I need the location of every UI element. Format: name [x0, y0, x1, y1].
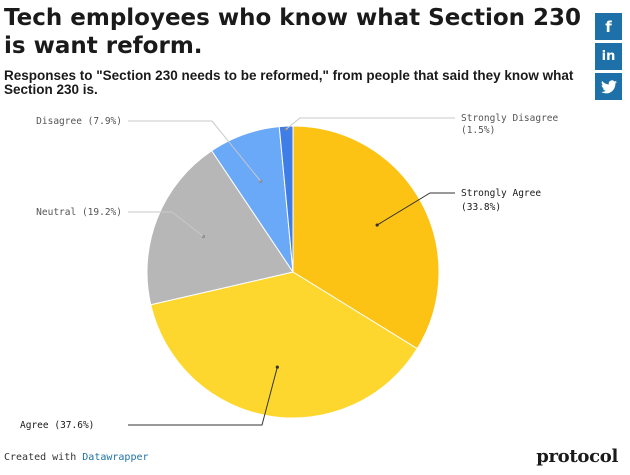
slice-neutral [146, 150, 294, 306]
twitter-bird-icon [600, 79, 617, 93]
label-neutral-name: Neutral [36, 207, 76, 218]
label-agree-name: Agree [20, 420, 49, 431]
slice-strongly-disagree [278, 125, 294, 273]
slice-agree-leader-line [128, 366, 278, 426]
slice-strongly-disagree-leader-line [285, 117, 455, 130]
label-strongly-agree: Strongly Agree [461, 188, 541, 199]
facebook-share-button[interactable]: f [595, 13, 622, 40]
slice-strongly-agree [292, 125, 440, 350]
footer-prefix: Created with [4, 452, 77, 463]
twitter-share-button[interactable] [595, 73, 622, 100]
datawrapper-link[interactable]: Datawrapper [82, 452, 149, 463]
label-neutral: Neutral (19.2%) [36, 207, 122, 218]
label-disagree-name: Disagree [36, 116, 82, 127]
slice-strongly-agree-leader-line [376, 192, 455, 226]
chart-subtitle: Responses to "Section 230 needs to be re… [4, 68, 574, 97]
chart-title: Tech employees who know what Section 230… [4, 5, 582, 59]
value-agree: (37.6%) [54, 420, 94, 431]
brand-logo: protocol [536, 446, 618, 467]
slice-disagree-leader-line [128, 120, 262, 182]
slice-agree [150, 271, 418, 419]
value-neutral: (19.2%) [82, 207, 122, 218]
linkedin-icon: in [601, 49, 616, 64]
slice-neutral-leader-line [128, 211, 204, 237]
value-disagree: (7.9%) [88, 116, 122, 127]
label-strongly-disagree: Strongly Disagree [461, 113, 559, 124]
label-disagree: Disagree (7.9%) [36, 116, 122, 127]
footer-credit: Created with Datawrapper [4, 452, 149, 463]
value-strongly-disagree: (1.5%) [461, 125, 495, 136]
facebook-icon: f [605, 17, 612, 36]
value-strongly-agree: (33.8%) [461, 202, 501, 213]
label-agree: Agree (37.6%) [20, 420, 94, 431]
linkedin-share-button[interactable]: in [595, 43, 622, 70]
